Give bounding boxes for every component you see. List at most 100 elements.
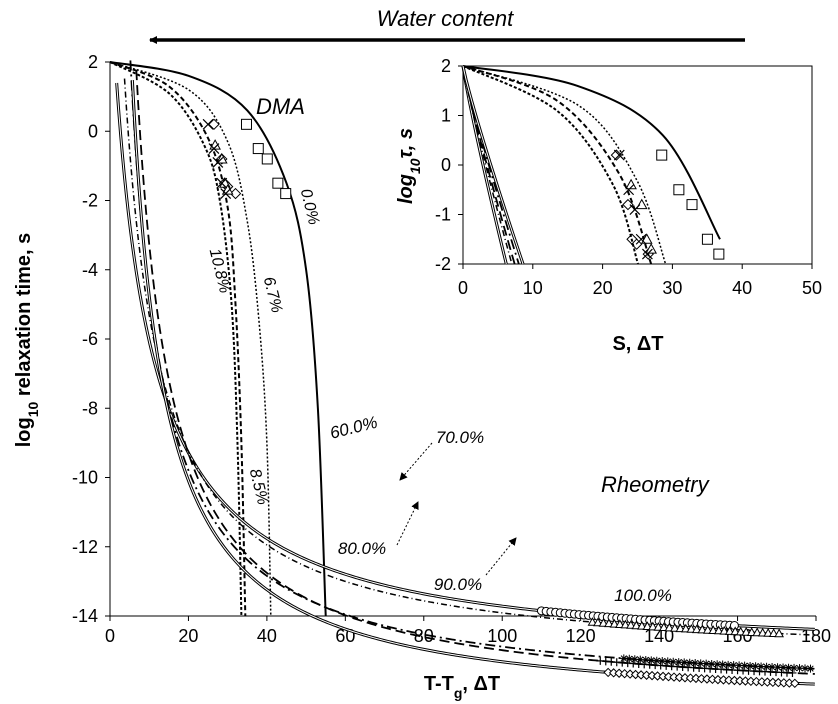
main-axes: 0 20 40 60 80 100 120 140 160 18020-2-4-6-8-10-12… [72, 52, 831, 646]
marker-star [669, 657, 678, 666]
series-label: 100.0% [614, 586, 672, 605]
marker-square [252, 143, 264, 155]
marker-star [746, 661, 755, 670]
y-tick-label: -2 [82, 191, 98, 211]
marker-x [216, 177, 228, 189]
dma-label: DMA [256, 94, 305, 119]
marker-triangle [741, 626, 752, 636]
marker-triangle [647, 621, 658, 631]
marker-triangle [664, 622, 675, 632]
marker-star [680, 658, 689, 667]
marker-star [762, 662, 771, 671]
marker-star [806, 664, 815, 673]
marker-triangle [719, 625, 730, 635]
inset-rheo-curve [462, 65, 516, 265]
marker-triangle [637, 620, 647, 630]
marker-triangle [691, 624, 702, 634]
water-content-label: Water content [377, 6, 514, 31]
inset-dma-curve [462, 65, 639, 265]
y-tick-label: -4 [82, 260, 98, 280]
marker-square [701, 233, 713, 245]
x-tick-label: 80 [414, 626, 434, 646]
marker-triangle [757, 627, 768, 637]
marker-square [656, 149, 668, 161]
marker-star [751, 662, 760, 671]
marker-square [261, 153, 273, 165]
inset-x-tick-label: 40 [732, 278, 752, 298]
marker-star [724, 660, 733, 669]
series-label: 10.8% [206, 247, 233, 295]
pointer-90 [485, 537, 517, 576]
inset-y-axis-title: log10τ, s [395, 128, 423, 204]
marker-triangle [598, 617, 609, 627]
inset-y-tick-label: -2 [435, 254, 451, 274]
marker-triangle [626, 620, 636, 629]
marker-diamond [229, 187, 242, 200]
inset-x-tick-label: 20 [593, 278, 613, 298]
inset-frame [462, 65, 813, 265]
marker-star [773, 663, 782, 672]
marker-star [757, 662, 766, 671]
marker-star [707, 659, 716, 668]
inset-x-tick-label: 50 [802, 278, 822, 298]
marker-star [658, 657, 667, 666]
marker-star [630, 655, 639, 664]
marker-x [613, 149, 625, 161]
marker-triangle [735, 626, 746, 636]
inset-x-axis-title: S, ΔT [612, 333, 663, 355]
rheo-curve-90-0pct [129, 60, 815, 670]
marker-star [663, 657, 672, 666]
marker-star [691, 659, 700, 668]
marker-star [768, 662, 777, 671]
pointer-70 [399, 442, 433, 481]
marker-star [795, 664, 804, 673]
marker-triangle [702, 624, 713, 634]
marker-triangle [669, 623, 680, 632]
marker-triangle [724, 626, 735, 635]
marker-triangle [640, 233, 653, 244]
marker-x [202, 118, 214, 130]
y-tick-label: -8 [82, 398, 98, 418]
x-tick-label: 120 [566, 626, 596, 646]
y-tick-label: 2 [88, 52, 98, 72]
series-label: 70.0% [436, 428, 484, 447]
marker-square [673, 184, 685, 196]
marker-diamond [790, 678, 800, 689]
dma-curve-6-7pct [109, 61, 272, 617]
marker-plus [788, 668, 797, 677]
marker-star [696, 659, 705, 668]
marker-triangle [604, 618, 614, 628]
marker-star [779, 663, 788, 672]
inset-rheo-curve-inner [462, 65, 507, 265]
marker-star [713, 660, 722, 669]
marker-star [625, 654, 634, 663]
marker-triangle [609, 618, 620, 628]
marker-triangle [642, 621, 653, 630]
x-tick-label: 20 [178, 626, 198, 646]
marker-x [220, 188, 232, 199]
inset-dma-curve [462, 65, 653, 265]
x-tick-label: 0 [105, 626, 115, 646]
inset-y-tick-label: -1 [435, 205, 451, 225]
marker-triangle [645, 243, 658, 254]
inset-x-tick-label: 30 [662, 278, 682, 298]
marker-star [784, 663, 793, 672]
inset-y-tick-label: 0 [441, 155, 451, 175]
pointer-80 [396, 501, 419, 546]
marker-triangle [658, 622, 669, 632]
marker-star [729, 661, 738, 670]
marker-star [801, 664, 810, 673]
marker-triangle [675, 623, 686, 633]
marker-star [685, 658, 694, 667]
dma-curve-8-5pct [109, 61, 247, 617]
marker-triangle [593, 617, 603, 627]
marker-star [636, 655, 645, 664]
marker-triangle [713, 625, 724, 635]
marker-star [718, 660, 727, 669]
x-tick-label: 100 [487, 626, 517, 646]
series-label: 0.0% [297, 187, 322, 226]
marker-x [629, 204, 641, 215]
marker-square [686, 199, 698, 211]
